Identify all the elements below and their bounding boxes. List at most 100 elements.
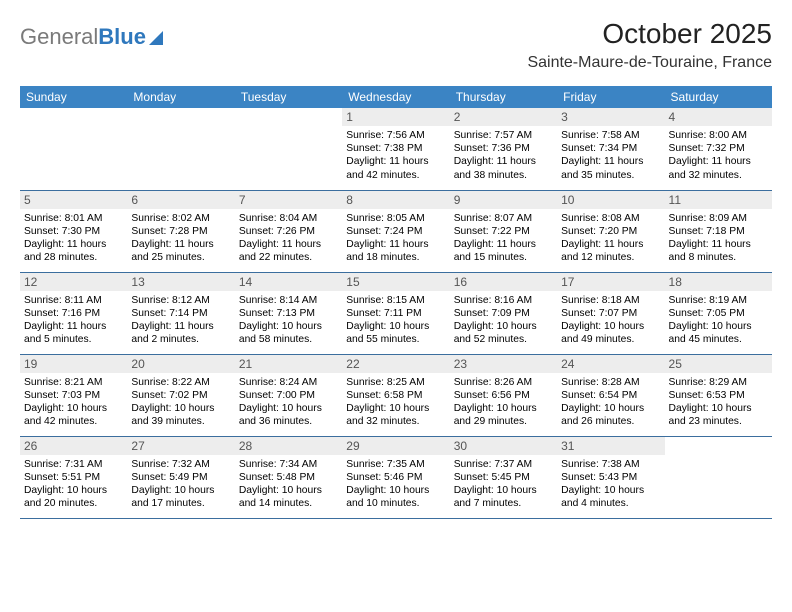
day-number: 4	[665, 108, 772, 126]
day-details: Sunrise: 7:57 AMSunset: 7:36 PMDaylight:…	[454, 129, 553, 182]
day-details: Sunrise: 7:32 AMSunset: 5:49 PMDaylight:…	[131, 458, 230, 511]
day-number: 21	[235, 355, 342, 373]
day-number: 15	[342, 273, 449, 291]
day-number: 28	[235, 437, 342, 455]
header: GeneralBlue October 2025 Sainte-Maure-de…	[20, 18, 772, 72]
day-details: Sunrise: 8:24 AMSunset: 7:00 PMDaylight:…	[239, 376, 338, 429]
day-header: Saturday	[665, 86, 772, 108]
calendar-cell: 5 Sunrise: 8:01 AMSunset: 7:30 PMDaylight…	[20, 190, 127, 272]
day-details: Sunrise: 7:35 AMSunset: 5:46 PMDaylight:…	[346, 458, 445, 511]
calendar-cell	[127, 108, 234, 190]
calendar-cell: 14 Sunrise: 8:14 AMSunset: 7:13 PMDayligh…	[235, 272, 342, 354]
day-details: Sunrise: 8:02 AMSunset: 7:28 PMDaylight:…	[131, 212, 230, 265]
day-details: Sunrise: 8:21 AMSunset: 7:03 PMDaylight:…	[24, 376, 123, 429]
day-number: 9	[450, 191, 557, 209]
day-details: Sunrise: 8:04 AMSunset: 7:26 PMDaylight:…	[239, 212, 338, 265]
day-number: 12	[20, 273, 127, 291]
day-number: 26	[20, 437, 127, 455]
day-number: 23	[450, 355, 557, 373]
day-details: Sunrise: 8:05 AMSunset: 7:24 PMDaylight:…	[346, 212, 445, 265]
calendar-cell	[665, 436, 772, 518]
calendar-cell: 9 Sunrise: 8:07 AMSunset: 7:22 PMDaylight…	[450, 190, 557, 272]
day-number: 2	[450, 108, 557, 126]
day-details: Sunrise: 8:12 AMSunset: 7:14 PMDaylight:…	[131, 294, 230, 347]
day-number: 3	[557, 108, 664, 126]
day-header: Monday	[127, 86, 234, 108]
brand-logo: GeneralBlue	[20, 24, 163, 50]
day-number: 7	[235, 191, 342, 209]
day-details: Sunrise: 8:28 AMSunset: 6:54 PMDaylight:…	[561, 376, 660, 429]
calendar-cell: 13 Sunrise: 8:12 AMSunset: 7:14 PMDayligh…	[127, 272, 234, 354]
day-details: Sunrise: 8:01 AMSunset: 7:30 PMDaylight:…	[24, 212, 123, 265]
day-details: Sunrise: 8:15 AMSunset: 7:11 PMDaylight:…	[346, 294, 445, 347]
day-header: Friday	[557, 86, 664, 108]
calendar-cell: 6 Sunrise: 8:02 AMSunset: 7:28 PMDaylight…	[127, 190, 234, 272]
day-details: Sunrise: 8:14 AMSunset: 7:13 PMDaylight:…	[239, 294, 338, 347]
calendar-cell: 3 Sunrise: 7:58 AMSunset: 7:34 PMDaylight…	[557, 108, 664, 190]
day-details: Sunrise: 8:25 AMSunset: 6:58 PMDaylight:…	[346, 376, 445, 429]
day-details: Sunrise: 7:37 AMSunset: 5:45 PMDaylight:…	[454, 458, 553, 511]
calendar-cell: 26Sunrise: 7:31 AMSunset: 5:51 PMDayligh…	[20, 436, 127, 518]
calendar-cell: 25Sunrise: 8:29 AMSunset: 6:53 PMDayligh…	[665, 354, 772, 436]
brand-part2: Blue	[98, 24, 146, 50]
title-block: October 2025 Sainte-Maure-de-Touraine, F…	[527, 18, 772, 72]
day-header: Sunday	[20, 86, 127, 108]
day-number: 31	[557, 437, 664, 455]
day-details: Sunrise: 7:38 AMSunset: 5:43 PMDaylight:…	[561, 458, 660, 511]
day-number: 25	[665, 355, 772, 373]
day-number: 30	[450, 437, 557, 455]
day-number: 29	[342, 437, 449, 455]
calendar-cell: 19 Sunrise: 8:21 AMSunset: 7:03 PMDayligh…	[20, 354, 127, 436]
day-number: 16	[450, 273, 557, 291]
calendar-cell: 10 Sunrise: 8:08 AMSunset: 7:20 PMDayligh…	[557, 190, 664, 272]
day-details: Sunrise: 8:08 AMSunset: 7:20 PMDaylight:…	[561, 212, 660, 265]
calendar-cell: 29 Sunrise: 7:35 AMSunset: 5:46 PMDayligh…	[342, 436, 449, 518]
day-number: 14	[235, 273, 342, 291]
day-number: 20	[127, 355, 234, 373]
calendar-table: SundayMondayTuesdayWednesdayThursdayFrid…	[20, 86, 772, 519]
calendar-cell: 1Sunrise: 7:56 AMSunset: 7:38 PMDaylight…	[342, 108, 449, 190]
day-number: 1	[342, 108, 449, 126]
brand-part1: General	[20, 24, 98, 50]
day-number: 22	[342, 355, 449, 373]
day-details: Sunrise: 7:34 AMSunset: 5:48 PMDaylight:…	[239, 458, 338, 511]
calendar-row: 5 Sunrise: 8:01 AMSunset: 7:30 PMDaylight…	[20, 190, 772, 272]
calendar-cell: 27 Sunrise: 7:32 AMSunset: 5:49 PMDayligh…	[127, 436, 234, 518]
day-number: 6	[127, 191, 234, 209]
day-details: Sunrise: 8:16 AMSunset: 7:09 PMDaylight:…	[454, 294, 553, 347]
calendar-cell: 12Sunrise: 8:11 AMSunset: 7:16 PMDayligh…	[20, 272, 127, 354]
calendar-cell: 8 Sunrise: 8:05 AMSunset: 7:24 PMDaylight…	[342, 190, 449, 272]
calendar-cell	[20, 108, 127, 190]
day-number: 17	[557, 273, 664, 291]
calendar-cell: 31 Sunrise: 7:38 AMSunset: 5:43 PMDayligh…	[557, 436, 664, 518]
calendar-cell: 28 Sunrise: 7:34 AMSunset: 5:48 PMDayligh…	[235, 436, 342, 518]
calendar-row: 1Sunrise: 7:56 AMSunset: 7:38 PMDaylight…	[20, 108, 772, 190]
calendar-cell: 21 Sunrise: 8:24 AMSunset: 7:00 PMDayligh…	[235, 354, 342, 436]
calendar-cell: 4Sunrise: 8:00 AMSunset: 7:32 PMDaylight…	[665, 108, 772, 190]
brand-triangle-icon	[149, 31, 163, 45]
day-header: Tuesday	[235, 86, 342, 108]
day-details: Sunrise: 8:07 AMSunset: 7:22 PMDaylight:…	[454, 212, 553, 265]
calendar-cell: 2 Sunrise: 7:57 AMSunset: 7:36 PMDaylight…	[450, 108, 557, 190]
calendar-row: 12Sunrise: 8:11 AMSunset: 7:16 PMDayligh…	[20, 272, 772, 354]
calendar-cell: 23Sunrise: 8:26 AMSunset: 6:56 PMDayligh…	[450, 354, 557, 436]
calendar-row: 19 Sunrise: 8:21 AMSunset: 7:03 PMDayligh…	[20, 354, 772, 436]
day-number: 8	[342, 191, 449, 209]
day-number: 13	[127, 273, 234, 291]
calendar-cell: 20Sunrise: 8:22 AMSunset: 7:02 PMDayligh…	[127, 354, 234, 436]
day-number: 10	[557, 191, 664, 209]
day-number: 5	[20, 191, 127, 209]
calendar-cell: 7 Sunrise: 8:04 AMSunset: 7:26 PMDaylight…	[235, 190, 342, 272]
day-number: 24	[557, 355, 664, 373]
day-details: Sunrise: 8:19 AMSunset: 7:05 PMDaylight:…	[669, 294, 768, 347]
day-details: Sunrise: 8:09 AMSunset: 7:18 PMDaylight:…	[669, 212, 768, 265]
calendar-cell: 22 Sunrise: 8:25 AMSunset: 6:58 PMDayligh…	[342, 354, 449, 436]
day-details: Sunrise: 7:58 AMSunset: 7:34 PMDaylight:…	[561, 129, 660, 182]
day-header: Wednesday	[342, 86, 449, 108]
day-number: 11	[665, 191, 772, 209]
calendar-body: 1Sunrise: 7:56 AMSunset: 7:38 PMDaylight…	[20, 108, 772, 518]
calendar-cell: 18 Sunrise: 8:19 AMSunset: 7:05 PMDayligh…	[665, 272, 772, 354]
day-number: 18	[665, 273, 772, 291]
day-number: 19	[20, 355, 127, 373]
day-number: 27	[127, 437, 234, 455]
